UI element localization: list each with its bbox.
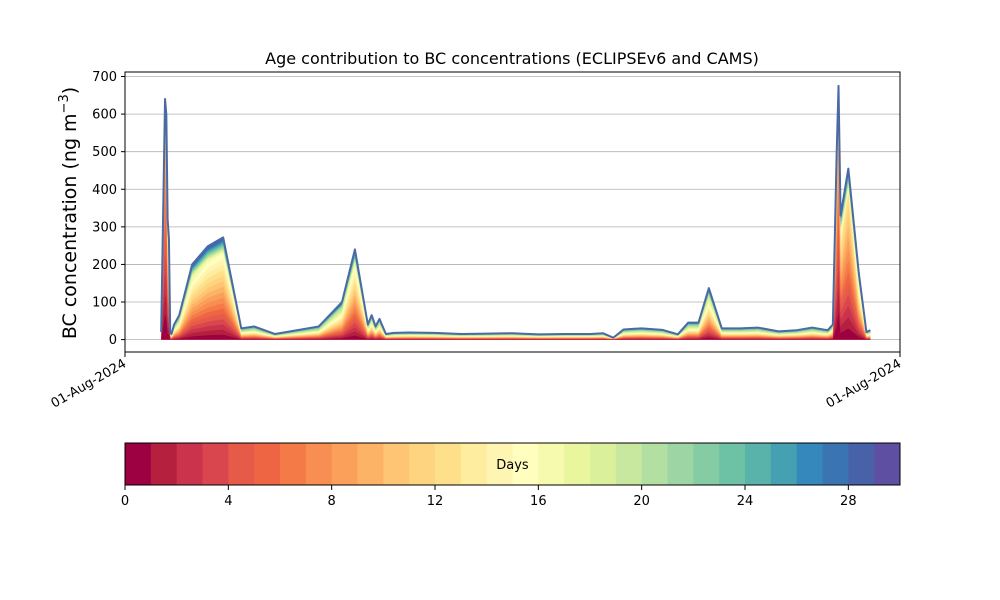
- colorbar-swatch: [564, 443, 591, 485]
- age-band-area-14-days: [161, 106, 871, 340]
- colorbar-swatch: [176, 443, 203, 485]
- total-concentration-line: [160, 84, 871, 339]
- colorbar-swatch: [280, 443, 307, 485]
- colorbar-swatch: [693, 443, 720, 485]
- colorbar-swatch: [331, 443, 358, 485]
- colorbar-swatch: [305, 443, 333, 485]
- colorbar-swatch: [435, 443, 462, 485]
- age-band-area-24-days: [161, 91, 871, 340]
- age-band-area-11-days: [161, 111, 871, 340]
- age-band-area-10-days: [161, 112, 871, 340]
- y-tick-label: 500: [92, 145, 117, 160]
- colorbar-swatch: [409, 443, 436, 485]
- colorbar-swatch: [486, 443, 513, 485]
- colorbar-tick-label: 0: [121, 494, 129, 509]
- colorbar-swatch: [254, 443, 281, 485]
- age-band-area-12-days: [161, 109, 871, 340]
- colorbar-swatch: [641, 443, 668, 485]
- age-band-area-18-days: [161, 100, 871, 340]
- age-band-area-2-days: [161, 268, 871, 340]
- colorbar-tick-label: 12: [427, 494, 444, 509]
- colorbar-swatch: [874, 443, 901, 485]
- axes: 0 100 200 300 400 500 600 700 01-Aug-2024 01-Aug-…: [49, 70, 904, 412]
- colorbar-tick-label: 24: [737, 494, 754, 509]
- age-band-area-1-days: [161, 289, 871, 340]
- y-tick-label: 0: [109, 333, 117, 348]
- age-band-area-15-days: [161, 104, 871, 340]
- chart-title: Age contribution to BC concentrations (E…: [265, 49, 759, 68]
- colorbar-tick-label: 4: [224, 494, 232, 509]
- colorbar-tick-label: 20: [633, 494, 650, 509]
- colorbar-tick-label: 28: [840, 494, 857, 509]
- colorbar-swatch: [512, 443, 539, 485]
- colorbar-swatch: [460, 443, 488, 485]
- age-band-area-22-days: [161, 94, 871, 340]
- age-band-area-16-days: [161, 102, 871, 340]
- colorbar-frame: [124, 442, 901, 486]
- plot-area: [125, 76, 900, 340]
- colorbar-swatch: [719, 443, 746, 485]
- colorbar: Days 0 4 8 12 16 20 24 28: [121, 442, 901, 509]
- colorbar-swatch: [202, 443, 229, 485]
- age-band-area-21-days: [161, 95, 871, 340]
- age-band-area-3-days: [161, 247, 871, 340]
- y-tick-label: 200: [92, 258, 117, 273]
- colorbar-swatch: [590, 443, 617, 485]
- y-tick-label: 600: [92, 108, 117, 123]
- y-tick-label: 700: [92, 70, 117, 85]
- age-band-area-8-days: [161, 147, 871, 340]
- x-tick-label: 01-Aug-2024: [49, 356, 129, 411]
- y-axis-label-superscript: −3: [57, 94, 72, 113]
- x-tick-label: 01-Aug-2024: [824, 356, 904, 411]
- colorbar-swatch: [615, 443, 643, 485]
- age-band-area-4-days: [161, 227, 871, 340]
- y-tick-label: 100: [92, 296, 117, 311]
- y-axis-label-suffix: ): [59, 87, 81, 94]
- y-axis-label: BC concentration (ng m−3): [57, 87, 81, 339]
- colorbar-swatch: [383, 443, 410, 485]
- colorbar-tick-label: 8: [328, 494, 336, 509]
- colorbar-tick-label: 16: [530, 494, 547, 509]
- colorbar-swatch: [848, 443, 875, 485]
- colorbar-swatch: [822, 443, 849, 485]
- age-band-area-7-days: [161, 166, 871, 340]
- y-axis-label-main: BC concentration (ng m: [59, 113, 81, 339]
- colorbar-swatch: [770, 443, 798, 485]
- colorbar-swatch: [667, 443, 694, 485]
- age-band-area-29-days: [161, 85, 871, 340]
- age-band-area-19-days: [161, 98, 871, 340]
- colorbar-label: Days: [496, 458, 529, 473]
- colorbar-swatch: [745, 443, 772, 485]
- colorbar-swatch: [125, 443, 152, 485]
- colorbar-swatch: [796, 443, 823, 485]
- y-tick-label: 300: [92, 220, 117, 235]
- age-band-area-17-days: [161, 101, 871, 340]
- colorbar-swatch: [150, 443, 178, 485]
- colorbar-swatch: [228, 443, 255, 485]
- age-band-area-13-days: [161, 107, 871, 340]
- y-tick-label: 400: [92, 183, 117, 198]
- colorbar-swatch: [538, 443, 565, 485]
- colorbar-swatch: [357, 443, 384, 485]
- axes-frame: [124, 71, 901, 353]
- age-band-area-9-days: [161, 127, 871, 340]
- age-band-area-20-days: [161, 97, 871, 340]
- age-band-area-23-days: [161, 93, 871, 340]
- age-band-area-6-days: [161, 186, 871, 340]
